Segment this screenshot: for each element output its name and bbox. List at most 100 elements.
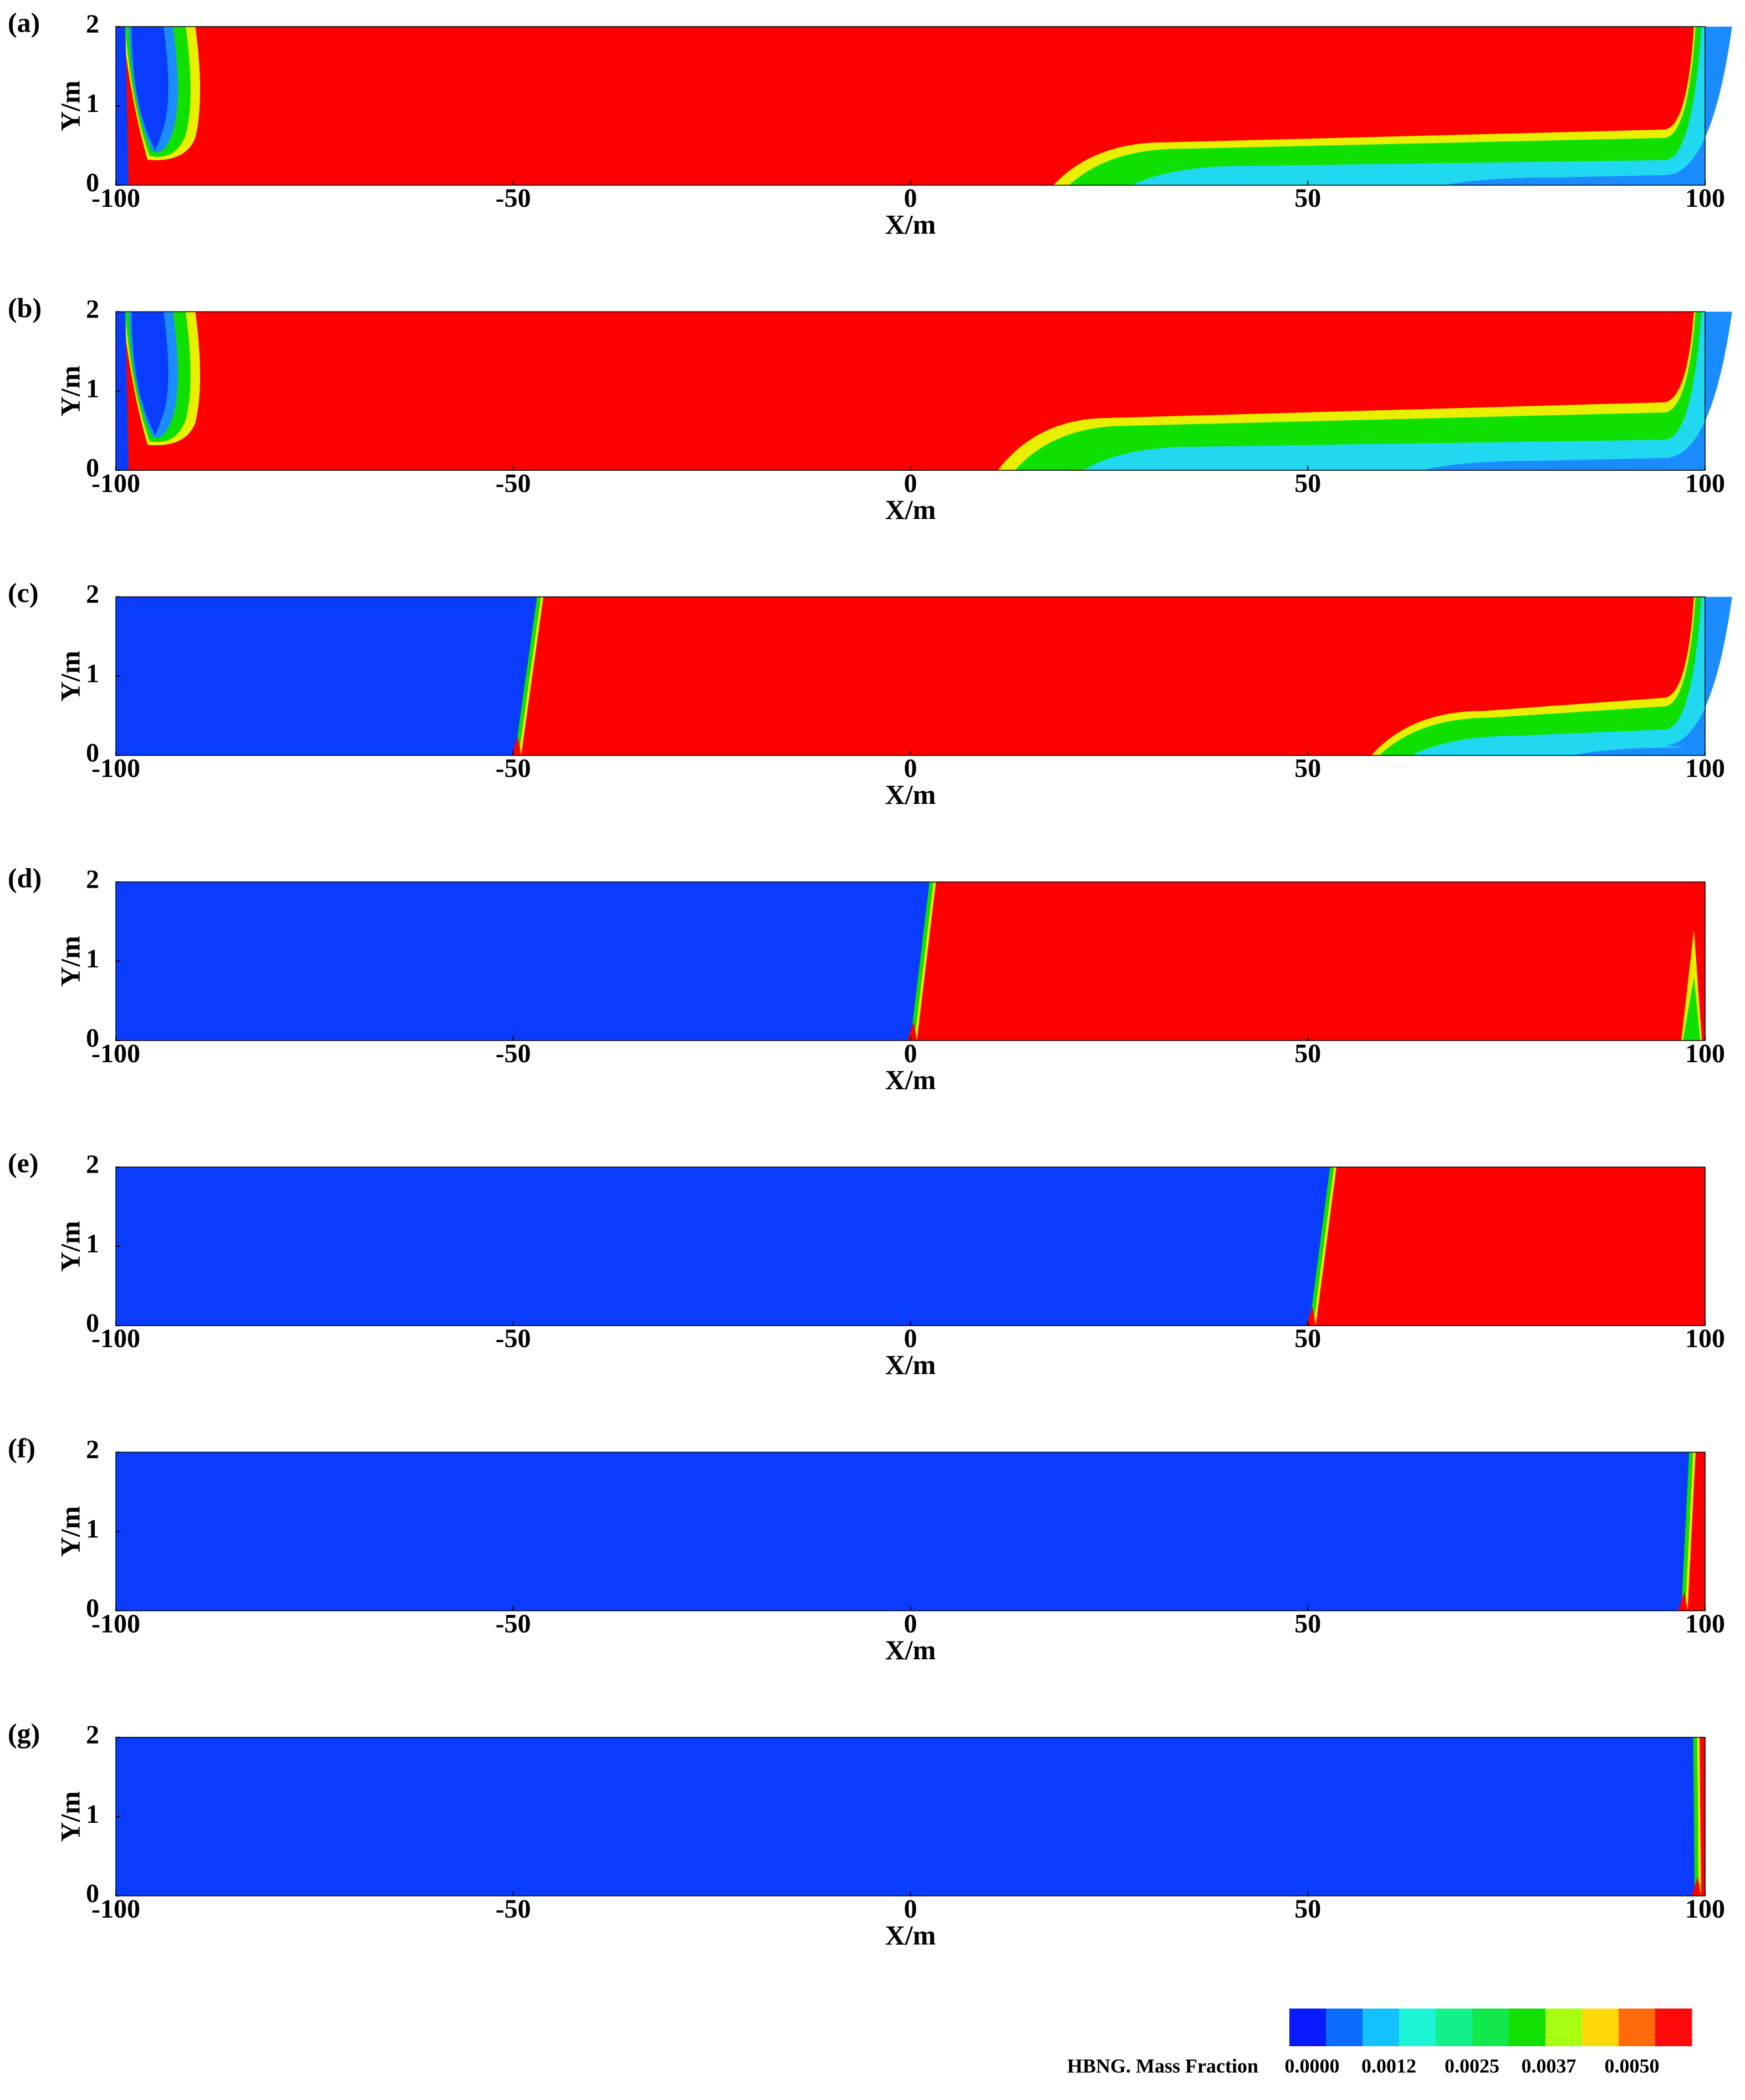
- contour-region: [131, 27, 169, 150]
- y-tick-label: 1: [86, 944, 99, 973]
- colorbar-swatch: [1619, 2009, 1656, 2046]
- panel-label: (c): [8, 577, 39, 608]
- x-axis-label: X/m: [885, 1919, 936, 1950]
- colorbar-swatch: [1509, 2009, 1546, 2046]
- y-tick-label: 2: [86, 580, 99, 609]
- contour-region: [1411, 597, 1705, 756]
- colorbar: 0.0000 0.0012 0.0025 0.0037 0.0050 HBNG. Mass…: [1067, 2009, 1692, 2077]
- x-tick-label: 0: [904, 184, 917, 213]
- x-tick-label: -100: [91, 1324, 140, 1353]
- contour-region: [116, 312, 129, 471]
- contour-region: [116, 1452, 1690, 1611]
- colorbar-tick-label: 0.0012: [1361, 2055, 1416, 2077]
- x-tick-label: 100: [1685, 1609, 1725, 1639]
- y-tick-label: 1: [86, 1800, 99, 1829]
- colorbar-tick-label: 0.0050: [1605, 2055, 1660, 2077]
- contour-region: [116, 1737, 1695, 1896]
- x-tick-label: 50: [1294, 754, 1321, 783]
- contour-region: [1682, 977, 1701, 1041]
- x-tick-label: -100: [91, 1039, 140, 1068]
- x-tick-label: -50: [496, 1039, 531, 1068]
- colorbar-swatch: [1363, 2009, 1400, 2046]
- y-tick-label: 0: [86, 168, 99, 197]
- x-tick-label: 50: [1294, 184, 1321, 213]
- x-tick-label: 50: [1294, 1324, 1321, 1353]
- panel-label: (e): [8, 1148, 39, 1179]
- contour-region: [907, 1021, 917, 1041]
- y-axis-label: Y/m: [54, 80, 85, 131]
- x-axis-label: X/m: [885, 208, 936, 239]
- x-tick-label: 100: [1685, 468, 1725, 498]
- panel-label: (f): [8, 1433, 35, 1464]
- x-tick-label: -100: [91, 1894, 140, 1924]
- contour-region: [131, 312, 169, 435]
- y-tick-label: 1: [86, 1515, 99, 1544]
- x-tick-label: 0: [904, 1894, 917, 1924]
- x-tick-label: -50: [496, 184, 531, 213]
- contour-region: [116, 27, 129, 185]
- y-axis-label: Y/m: [54, 1506, 85, 1557]
- x-axis-label: X/m: [885, 779, 936, 810]
- x-tick-label: -100: [91, 1609, 140, 1639]
- panel-label: (d): [8, 862, 42, 893]
- y-tick-label: 0: [86, 1023, 99, 1053]
- x-tick-label: 0: [904, 1324, 917, 1353]
- y-tick-label: 0: [86, 738, 99, 768]
- contour-region: [1014, 312, 1705, 471]
- x-tick-label: 50: [1294, 468, 1321, 498]
- panel-label: (b): [8, 292, 42, 323]
- x-tick-label: -50: [496, 468, 531, 498]
- x-tick-label: 0: [904, 1039, 917, 1068]
- y-tick-label: 2: [86, 9, 99, 39]
- x-tick-label: -100: [91, 754, 140, 783]
- y-axis-label: Y/m: [54, 651, 85, 702]
- y-tick-label: 1: [86, 1229, 99, 1258]
- x-tick-label: -50: [496, 754, 531, 783]
- x-tick-label: 50: [1294, 1894, 1321, 1924]
- x-tick-label: 0: [904, 1609, 917, 1639]
- contour-panel: -100 -50 0 50 100 0 1 2 X/m Y/m (b): [8, 292, 1732, 525]
- y-tick-label: 2: [86, 1150, 99, 1179]
- y-tick-label: 0: [86, 1594, 99, 1623]
- colorbar-swatch: [1545, 2009, 1583, 2046]
- panel-label: (a): [8, 7, 40, 38]
- colorbar-swatch: [1436, 2009, 1473, 2046]
- x-tick-label: 100: [1685, 184, 1725, 213]
- contour-panel: -100 -50 0 50 100 0 1 2 X/m Y/m (e): [8, 1148, 1725, 1380]
- x-axis-label: X/m: [885, 494, 936, 525]
- x-tick-label: 100: [1685, 1324, 1725, 1353]
- x-tick-label: 100: [1685, 1894, 1725, 1924]
- panel-label: (g): [8, 1717, 40, 1749]
- contour-region: [1678, 1592, 1688, 1611]
- x-axis-label: X/m: [885, 1349, 936, 1380]
- contour-region: [1069, 27, 1705, 185]
- y-tick-label: 0: [86, 453, 99, 482]
- colorbar-title: HBNG. Mass Fraction: [1067, 2055, 1258, 2077]
- x-tick-label: -50: [496, 1894, 531, 1924]
- contour-region: [116, 881, 930, 1041]
- contour-panel: -100 -50 0 50 100 0 1 2 X/m Y/m (f): [8, 1433, 1725, 1665]
- y-tick-label: 1: [86, 89, 99, 118]
- colorbar-tick-label: 0.0037: [1521, 2055, 1576, 2077]
- x-tick-label: -100: [91, 468, 140, 498]
- colorbar-tick-label: 0.0025: [1445, 2055, 1499, 2077]
- x-tick-label: 0: [904, 754, 917, 783]
- x-axis-label: X/m: [885, 1064, 936, 1095]
- y-tick-label: 2: [86, 1720, 99, 1750]
- contour-region: [1571, 597, 1732, 756]
- x-tick-label: 100: [1685, 754, 1725, 783]
- y-axis-label: Y/m: [54, 365, 85, 416]
- y-axis-label: Y/m: [54, 1791, 85, 1842]
- y-tick-label: 0: [86, 1879, 99, 1908]
- contour-panel: -100 -50 0 50 100 0 1 2 X/m Y/m (c): [8, 577, 1732, 810]
- contour-panel: -100 -50 0 50 100 0 1 2 X/m Y/m (g): [8, 1717, 1725, 1950]
- contour-region: [1131, 27, 1705, 185]
- contour-region: [1306, 1306, 1316, 1326]
- x-tick-label: -100: [91, 184, 140, 213]
- x-axis-label: X/m: [885, 1634, 936, 1665]
- x-tick-label: -50: [496, 1609, 531, 1639]
- y-tick-label: 2: [86, 1435, 99, 1465]
- colorbar-swatch: [1289, 2009, 1326, 2046]
